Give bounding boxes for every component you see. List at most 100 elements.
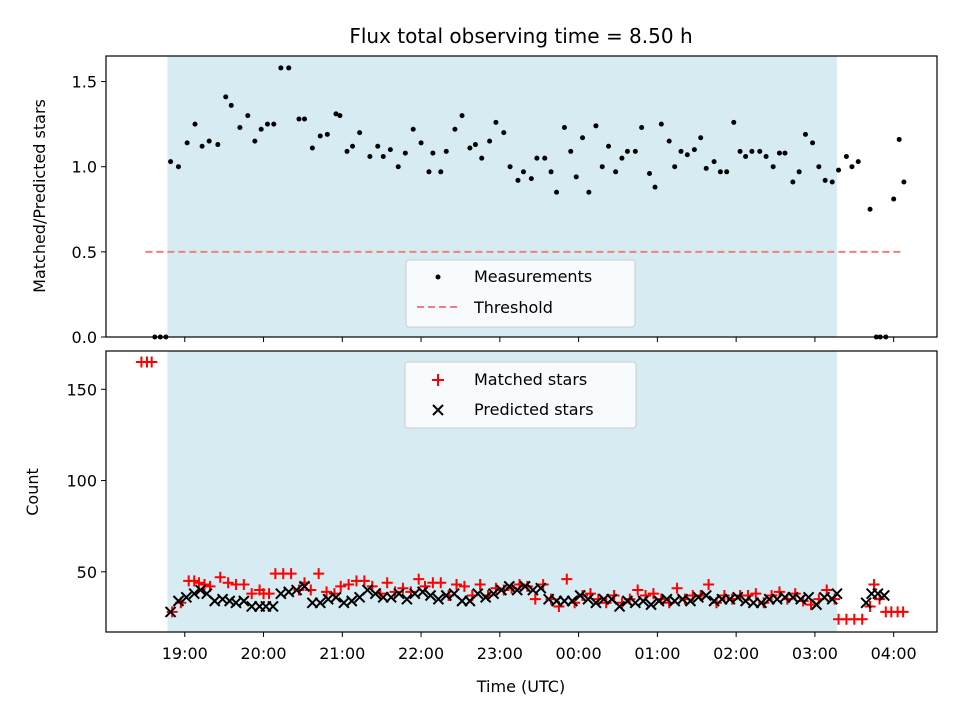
predicted-star-point xyxy=(164,606,177,618)
measurement-point xyxy=(395,164,401,170)
measurement-point xyxy=(264,121,270,127)
measurement-point xyxy=(658,121,664,127)
measurement-point xyxy=(763,153,769,159)
measurement-point xyxy=(891,196,897,202)
predicted-star-point xyxy=(432,593,445,605)
matched-star-point xyxy=(328,588,340,600)
predicted-star-point xyxy=(188,587,200,600)
bottom-legend: Matched stars Predicted stars xyxy=(404,361,637,429)
predicted-star-point xyxy=(401,593,413,605)
measurement-point xyxy=(580,135,586,141)
measurement-point xyxy=(459,113,465,119)
top-y-tick-label: 0.0 xyxy=(72,328,97,347)
matched-star-point xyxy=(246,588,258,600)
x-tick-label: 20:00 xyxy=(240,644,286,663)
bottom-axes-frame xyxy=(105,350,938,633)
bottom-y-ticks: 50 100 150 xyxy=(66,380,106,582)
matched-star-point xyxy=(188,575,200,587)
measurement-point xyxy=(606,143,612,149)
measurement-point xyxy=(802,131,808,137)
measurement-point xyxy=(822,177,828,183)
predicted-star-point xyxy=(574,589,586,602)
x-tick-label: 04:00 xyxy=(871,644,917,663)
predicted-star-point xyxy=(479,591,492,604)
matched-star-point xyxy=(238,579,250,591)
matched-star-point xyxy=(897,606,909,618)
predicted-star-point xyxy=(495,584,508,596)
matched-star-point xyxy=(703,579,715,591)
measurement-point xyxy=(652,184,658,190)
measurement-point xyxy=(684,152,690,158)
measurements-legend-label: Measurements xyxy=(474,267,592,286)
measurement-point xyxy=(528,176,534,182)
measurement-point xyxy=(199,143,205,149)
x-tick-label: 22:00 xyxy=(398,644,444,663)
predicted-star-point xyxy=(511,584,523,596)
bottom-legend-box xyxy=(404,361,637,429)
measurement-point xyxy=(548,169,554,175)
measurement-point xyxy=(843,153,849,159)
measurement-point xyxy=(619,155,625,161)
matched-star-point xyxy=(750,588,762,600)
matched-star-point xyxy=(561,573,573,585)
bottom-y-axis-label: Count xyxy=(23,468,42,516)
measurement-point xyxy=(206,138,212,144)
measurement-point xyxy=(184,140,190,146)
predicted-star-point xyxy=(194,584,207,596)
predicted-star-point xyxy=(878,589,890,602)
measurement-point xyxy=(554,189,560,195)
top-y-tick-label: 1.0 xyxy=(72,158,97,177)
threshold-legend-label: Threshold xyxy=(473,298,553,317)
matched-star-point xyxy=(413,573,425,585)
measurement-point xyxy=(836,167,842,173)
matched-star-point xyxy=(343,579,355,591)
matched-star-point xyxy=(285,568,297,580)
measurement-point xyxy=(380,153,386,159)
measurement-point xyxy=(678,148,684,154)
predicted-stars-points xyxy=(164,580,890,618)
predicted-star-point xyxy=(416,586,429,598)
measurement-point xyxy=(757,148,763,154)
matched-star-point xyxy=(166,606,178,618)
predicted-star-point xyxy=(831,587,843,600)
measurement-point xyxy=(542,155,548,161)
measurement-point xyxy=(357,130,363,136)
predicted-star-point xyxy=(385,591,397,604)
measurement-point xyxy=(479,155,485,161)
measurement-point xyxy=(333,111,339,117)
measurement-point xyxy=(896,136,902,142)
predicted-star-point xyxy=(223,595,236,607)
matched-star-point xyxy=(263,588,275,600)
predicted-star-point xyxy=(369,587,382,600)
measurement-point xyxy=(639,125,645,131)
matched-star-point xyxy=(381,577,393,589)
matched-star-point xyxy=(435,577,447,589)
x-tick-label: 03:00 xyxy=(792,644,838,663)
predicted-star-point xyxy=(590,597,602,609)
measurement-point xyxy=(867,206,873,212)
matched-star-point xyxy=(193,577,205,589)
measurement-point xyxy=(743,153,749,159)
predicted-star-point xyxy=(613,600,626,613)
measurement-point xyxy=(901,179,907,185)
measurement-point xyxy=(561,125,567,131)
predicted-star-point xyxy=(860,597,872,609)
predicted-star-point xyxy=(535,582,547,594)
measurement-point xyxy=(703,165,709,171)
measurement-point xyxy=(350,143,356,149)
measurement-point xyxy=(175,164,181,170)
measurement-point xyxy=(223,94,229,100)
x-tick-label: 23:00 xyxy=(477,644,523,663)
measurement-point xyxy=(507,164,513,170)
top-y-axis-label: Matched/Predicted stars xyxy=(30,99,49,293)
measurement-point xyxy=(624,148,630,154)
measurement-point xyxy=(534,155,540,161)
matched-stars-legend-label: Matched stars xyxy=(474,370,587,389)
top-y-tick-label: 1.5 xyxy=(72,73,97,92)
x-tick-label: 02:00 xyxy=(713,644,759,663)
measurement-point xyxy=(375,143,381,149)
measurement-point xyxy=(691,147,697,153)
measurement-point xyxy=(515,177,521,183)
measurement-point xyxy=(258,126,264,132)
predicted-star-point xyxy=(566,595,579,607)
